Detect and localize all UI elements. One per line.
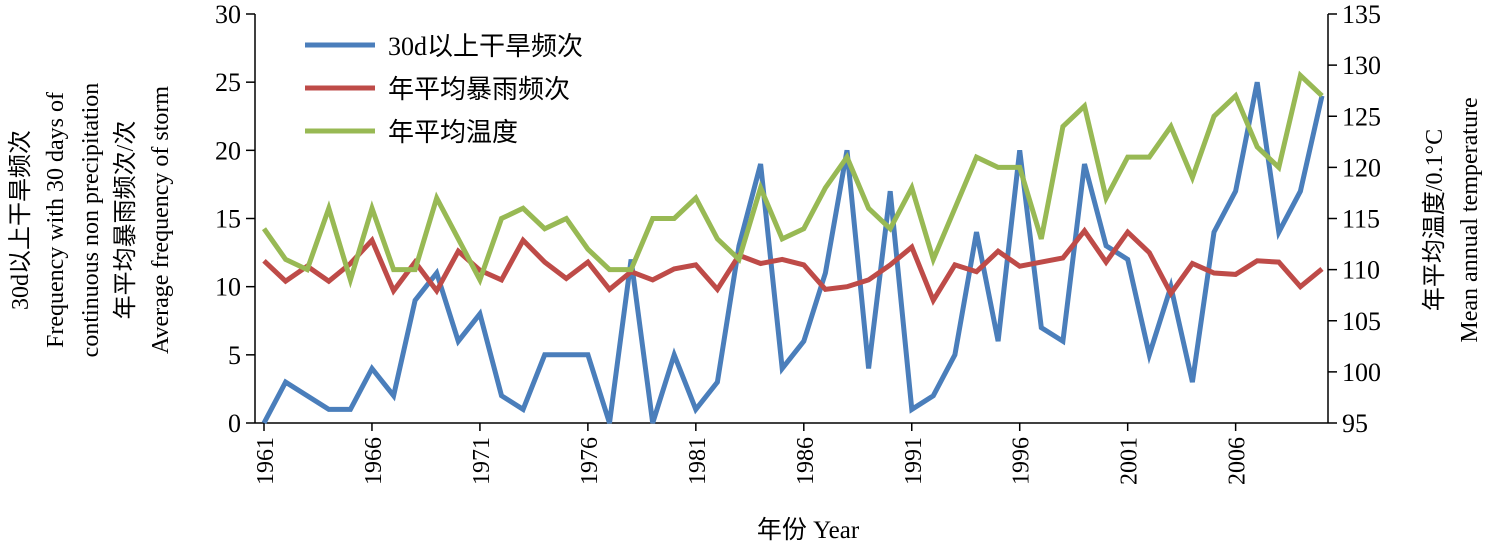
left-tick-label: 25 [215, 68, 241, 97]
legend-label-temperature: 年平均温度 [388, 118, 518, 147]
x-tick-label: 1991 [901, 437, 927, 485]
left-tick-label: 15 [215, 205, 241, 234]
x-tick-label: 1996 [1009, 437, 1035, 485]
left-tick-label: 0 [228, 409, 241, 438]
x-axis-title: 年份 Year [757, 516, 860, 544]
left-tick-label: 10 [215, 273, 241, 302]
x-tick-label: 2006 [1225, 437, 1251, 485]
x-tick-label: 1981 [685, 437, 711, 485]
right-tick-label: 95 [1342, 409, 1368, 438]
legend: 30d以上干旱频次 年平均暴雨频次 年平均温度 [305, 32, 583, 147]
right-axis-title-line-1: 年平均温度/0.1°C [1421, 129, 1448, 311]
x-tick-label: 1976 [577, 437, 603, 485]
left-axis-ticks: 0 5 10 15 20 25 30 [215, 0, 255, 438]
left-axis-title: 30d以上干旱频次 Frequency with 30 days of cont… [7, 83, 174, 358]
left-axis-title-line-5: Average frequency of storm [148, 86, 174, 354]
left-axis-title-line-3: continuous non precipitation [78, 83, 104, 358]
series-line-temperature [261, 70, 1324, 289]
left-tick-label: 30 [215, 0, 241, 29]
left-tick-label: 5 [228, 341, 241, 370]
right-tick-label: 120 [1342, 153, 1381, 182]
right-tick-label: 135 [1342, 0, 1381, 29]
legend-label-drought: 30d以上干旱频次 [388, 32, 583, 61]
right-tick-label: 110 [1342, 256, 1380, 285]
series-line-storm [262, 226, 1324, 306]
right-axis-title: 年平均温度/0.1°C Mean annual temperature [1421, 97, 1483, 342]
x-axis-ticks: 1961 1966 1971 1976 1981 1986 1991 1996 2001 2006 [253, 423, 1251, 485]
left-tick-label: 20 [215, 136, 241, 165]
left-axis-title-line-2: Frequency with 30 days of [43, 92, 69, 348]
right-tick-label: 115 [1342, 205, 1380, 234]
left-axis-title-line-4: 年平均暴雨频次/次 [112, 121, 139, 320]
right-axis-ticks: 95 100 105 110 115 120 125 130 135 [1328, 0, 1381, 438]
right-axis-title-line-2: Mean annual temperature [1457, 97, 1483, 342]
x-tick-label: 1986 [793, 437, 819, 485]
x-tick-label: 1966 [361, 437, 387, 485]
series-lines [261, 70, 1325, 425]
legend-label-storm: 年平均暴雨频次 [388, 75, 570, 104]
right-tick-label: 105 [1342, 307, 1381, 336]
x-tick-label: 1961 [253, 437, 279, 485]
x-tick-label: 2001 [1117, 437, 1143, 485]
right-tick-label: 125 [1342, 102, 1381, 131]
x-tick-label: 1971 [469, 437, 495, 485]
right-tick-label: 130 [1342, 51, 1381, 80]
right-tick-label: 100 [1342, 358, 1381, 387]
left-axis-title-line-1: 30d以上干旱频次 [7, 130, 34, 310]
